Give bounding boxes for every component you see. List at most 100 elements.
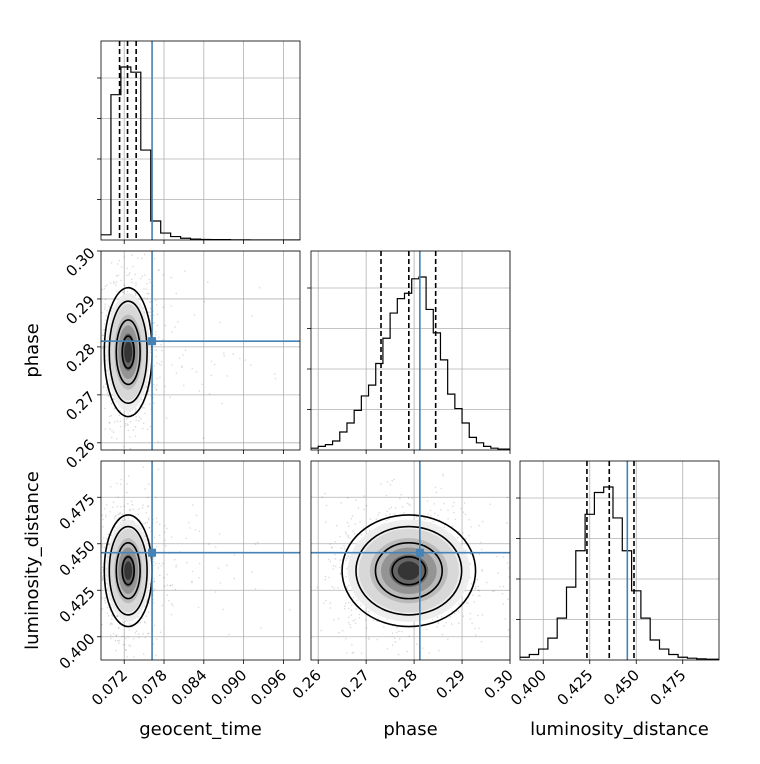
sample-point <box>343 545 345 547</box>
sample-point <box>452 501 455 504</box>
sample-point <box>118 259 121 262</box>
sample-point <box>96 276 98 278</box>
sample-point <box>347 555 350 558</box>
sample-point <box>274 377 277 380</box>
sample-point <box>142 504 144 506</box>
histogram-step-line <box>520 486 719 660</box>
x-tick-label: 0.425 <box>553 666 596 709</box>
sample-point <box>106 309 108 312</box>
sample-point <box>363 495 366 497</box>
sample-point <box>193 314 196 316</box>
sample-point <box>111 614 113 616</box>
sample-point <box>192 504 194 506</box>
sample-point <box>465 602 468 604</box>
sample-point <box>239 357 241 360</box>
sample-point <box>170 603 173 605</box>
sample-point <box>339 535 341 538</box>
sample-point <box>146 283 148 285</box>
sample-point <box>214 546 217 548</box>
sample-point <box>505 522 508 524</box>
sample-point <box>334 540 337 543</box>
sample-point <box>228 633 230 636</box>
sample-point <box>113 282 115 285</box>
sample-point <box>95 589 97 591</box>
sample-point <box>152 642 155 645</box>
sample-point <box>458 603 460 605</box>
sample-point <box>101 334 104 337</box>
sample-point <box>131 278 133 281</box>
sample-point <box>147 505 150 507</box>
sample-point <box>351 643 353 646</box>
sample-point <box>114 639 117 642</box>
sample-point <box>132 508 134 511</box>
sample-point <box>328 576 330 579</box>
sample-point <box>175 292 177 295</box>
sample-point <box>349 624 351 626</box>
sample-point <box>142 307 145 309</box>
sample-point <box>360 652 363 654</box>
sample-point <box>153 624 156 627</box>
sample-point <box>131 254 133 256</box>
sample-point <box>358 613 361 616</box>
sample-point <box>134 294 137 297</box>
sample-point <box>96 515 98 517</box>
sample-point <box>99 552 101 554</box>
sample-point <box>447 509 449 512</box>
sample-point <box>128 628 131 631</box>
sample-point <box>441 633 444 636</box>
sample-point <box>334 558 337 560</box>
sample-point <box>139 404 141 407</box>
sample-point <box>143 523 145 525</box>
sample-point <box>507 629 510 631</box>
sample-point <box>462 615 465 617</box>
sample-point <box>99 610 101 612</box>
sample-point <box>365 504 368 507</box>
sample-point <box>347 536 349 538</box>
sample-point <box>104 383 107 385</box>
sample-point <box>532 549 534 551</box>
y-tick-label: 0.425 <box>56 583 99 626</box>
sample-point <box>184 349 187 352</box>
sample-point <box>339 572 342 575</box>
sample-point <box>339 566 341 569</box>
sample-point <box>116 615 118 617</box>
sample-point <box>121 519 124 522</box>
sample-point <box>132 429 135 431</box>
sample-point <box>112 633 115 635</box>
sample-point <box>349 626 352 629</box>
sample-point <box>119 511 122 514</box>
sample-point <box>168 599 170 602</box>
sample-point <box>117 496 119 498</box>
sample-point <box>175 564 177 566</box>
sample-point <box>127 517 130 519</box>
sample-point <box>250 364 252 366</box>
sample-point <box>127 502 129 505</box>
sample-point <box>110 262 113 264</box>
sample-point <box>164 324 167 327</box>
sample-point <box>350 517 353 520</box>
sample-point <box>95 384 97 386</box>
sample-point <box>171 364 174 366</box>
sample-point <box>324 578 327 581</box>
sample-point <box>125 481 127 483</box>
sample-point <box>171 331 173 333</box>
histogram-step-line <box>311 276 510 450</box>
sample-point <box>101 311 103 314</box>
sample-point <box>123 635 125 638</box>
histogram-panel-geocent_time <box>97 40 301 244</box>
sample-point <box>149 301 151 303</box>
sample-point <box>117 639 119 642</box>
sample-point <box>109 623 112 626</box>
sample-point <box>355 499 357 501</box>
sample-point <box>344 638 347 640</box>
sample-point <box>124 643 126 646</box>
sample-point <box>316 586 319 589</box>
sample-point <box>103 329 105 331</box>
x-tick-label: 0.29 <box>433 666 469 702</box>
y-tick-label: 0.450 <box>56 537 99 580</box>
axes-frame <box>100 460 301 661</box>
sample-point <box>104 285 107 288</box>
sample-point <box>140 277 142 280</box>
sample-point <box>91 516 93 518</box>
sample-point <box>474 587 477 590</box>
